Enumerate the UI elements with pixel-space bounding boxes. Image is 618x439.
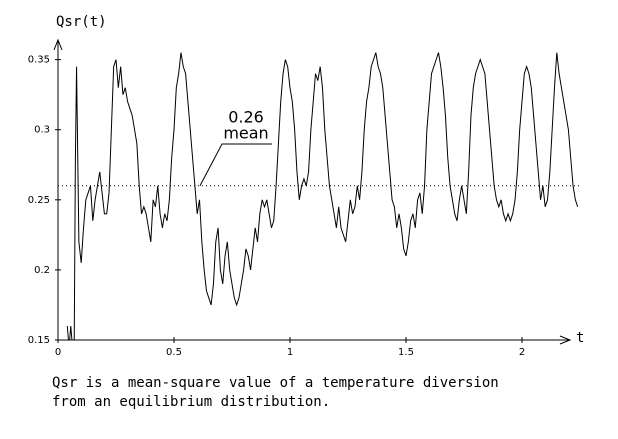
x-arrow <box>559 335 572 345</box>
x-axis-label: t <box>576 330 584 346</box>
y-tick-label: 0.15 <box>28 335 50 346</box>
y-arrow <box>53 38 63 51</box>
mean-label: mean <box>223 124 268 143</box>
y-tick-label: 0.3 <box>34 125 50 136</box>
y-tick-label: 0.35 <box>28 55 50 66</box>
data-line <box>66 52 579 341</box>
x-tick-label: 1 <box>287 347 293 358</box>
x-tick-label: 0.5 <box>166 347 182 358</box>
mean-leader <box>199 143 272 187</box>
y-tick-label: 0.25 <box>28 195 50 206</box>
y-axis-label: Qsr(t) <box>56 14 107 30</box>
x-tick-label: 0 <box>55 347 61 358</box>
mean-value: 0.26 <box>228 108 264 127</box>
x-tick-label: 1.5 <box>398 347 414 358</box>
y-tick-label: 0.2 <box>34 265 50 276</box>
caption-line: from an equilibrium distribution. <box>52 394 330 410</box>
x-tick-label: 2 <box>519 347 525 358</box>
caption-line: Qsr is a mean-square value of a temperat… <box>52 375 499 391</box>
